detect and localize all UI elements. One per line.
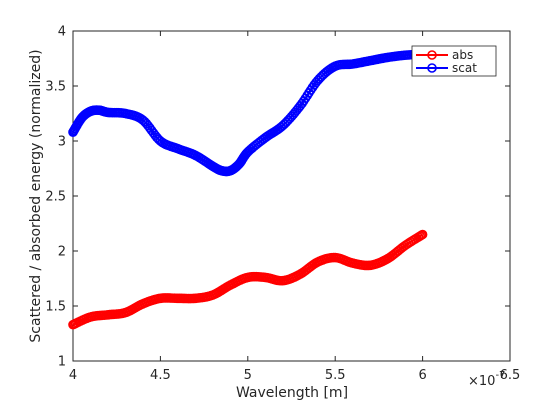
- series-layer: [68, 49, 428, 330]
- series-abs: [68, 229, 428, 330]
- y-tick-label: 1.5: [45, 300, 66, 315]
- series-scat: [68, 49, 428, 177]
- x-tick-label: 4: [69, 368, 77, 383]
- x-exponent-label: ×10-7: [468, 370, 505, 389]
- x-tick-label: 5: [244, 368, 252, 383]
- y-tick-label: 2.5: [45, 190, 66, 205]
- y-tick-label: 4: [58, 25, 66, 40]
- legend-box: [411, 45, 497, 77]
- y-tick-label: 3: [58, 135, 66, 150]
- legend-marker-scat: [427, 63, 437, 73]
- x-tick-label: 4.5: [150, 368, 171, 383]
- legend-marker-abs: [427, 50, 437, 60]
- x-axis-label: Wavelength [m]: [236, 385, 348, 401]
- data-point-abs: [417, 229, 428, 240]
- y-tick-label: 2: [58, 245, 66, 260]
- plot-area: [72, 30, 511, 362]
- y-tick-label: 1: [58, 355, 66, 370]
- x-tick-label: 5.5: [325, 368, 346, 383]
- x-exponent-base: ×10: [468, 374, 495, 389]
- x-tick-label: 6: [418, 368, 426, 383]
- x-tick-label: 6.5: [500, 368, 521, 383]
- y-tick-label: 3.5: [45, 80, 66, 95]
- y-axis-label: Scattered / absorbed energy (normalized): [28, 49, 44, 342]
- legend-label-scat: scat: [452, 61, 477, 75]
- x-exponent-power: -7: [495, 370, 505, 381]
- legend-label-abs: abs: [452, 48, 473, 62]
- axis-ticks: 4 4.5 5 5.5 6 6.5 1 1.5 2 2.5 3 3.5 4: [45, 25, 520, 384]
